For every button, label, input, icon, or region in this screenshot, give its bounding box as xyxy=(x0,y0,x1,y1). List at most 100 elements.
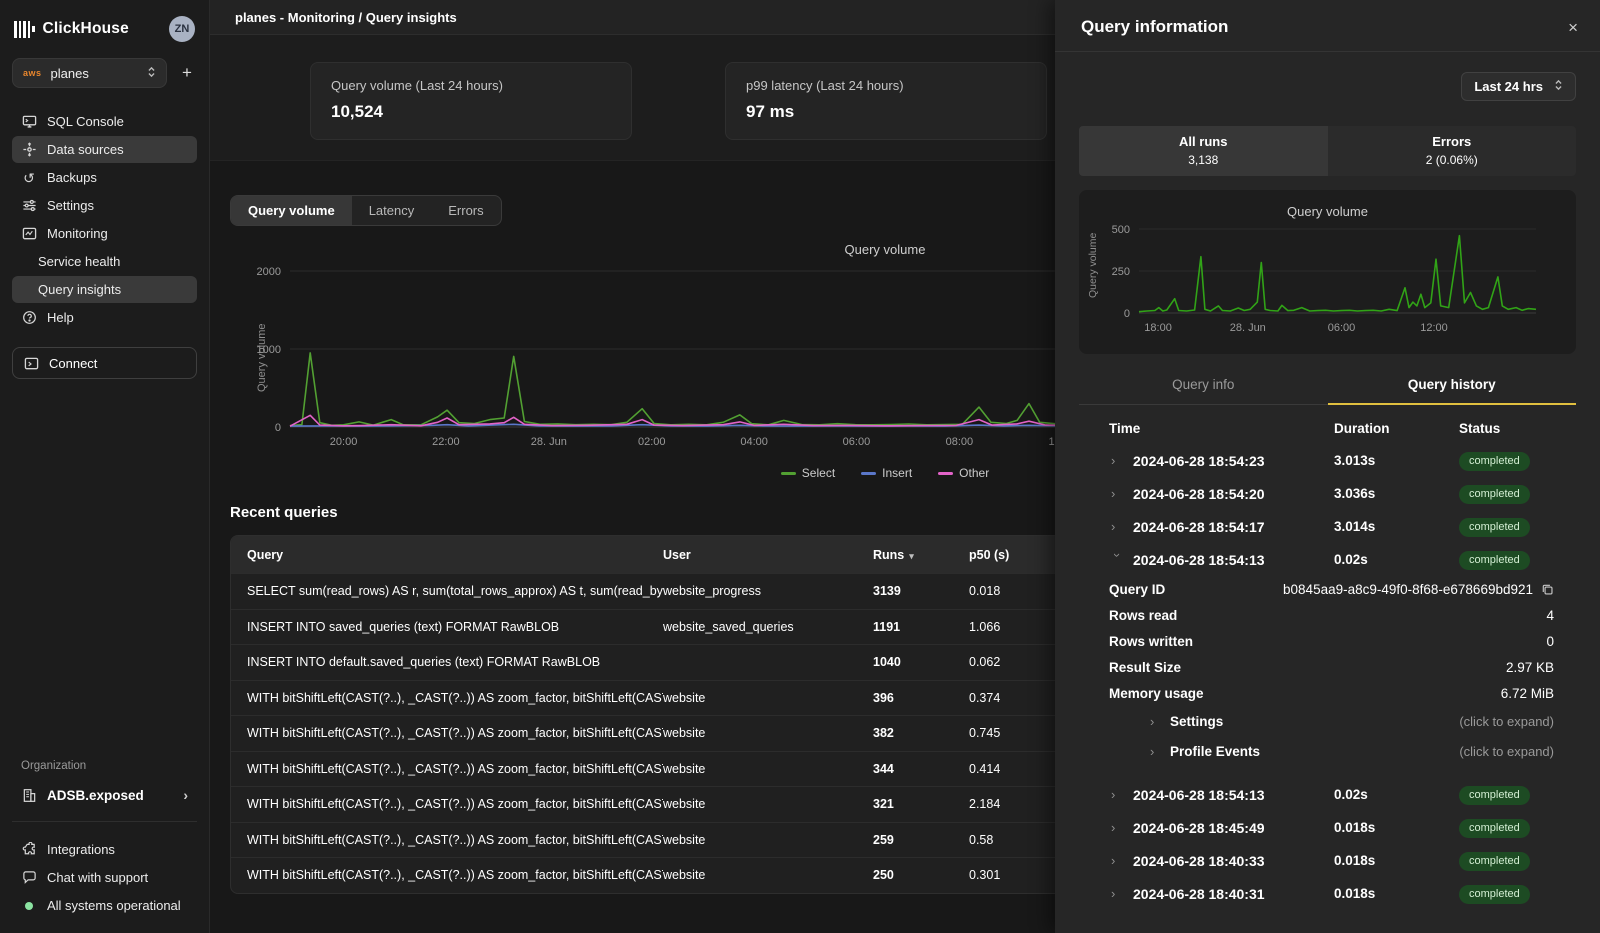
legend-item-other[interactable]: Other xyxy=(938,466,989,480)
svg-text:28. Jun: 28. Jun xyxy=(1230,322,1266,334)
svg-text:18:00: 18:00 xyxy=(1144,322,1172,334)
runs-cell: 1191 xyxy=(873,620,969,634)
status-dot-icon xyxy=(25,902,33,910)
segment-all-runs[interactable]: All runs 3,138 xyxy=(1079,126,1328,176)
sidebar-item-label: SQL Console xyxy=(47,114,124,129)
query-run-row[interactable]: ›2024-06-28 18:45:490.018scompleted xyxy=(1079,811,1576,844)
time-range-select[interactable]: Last 24 hrs xyxy=(1461,72,1576,101)
svg-text:08:00: 08:00 xyxy=(946,436,974,448)
status-badge: completed xyxy=(1459,452,1530,471)
sidebar-item-backups[interactable]: ↺ Backups xyxy=(12,164,197,191)
status-badge: completed xyxy=(1459,885,1530,904)
backups-icon: ↺ xyxy=(21,170,37,186)
chevron-right-icon[interactable]: › xyxy=(1111,787,1133,802)
connect-icon xyxy=(23,355,39,371)
status-badge: completed xyxy=(1459,485,1530,504)
chevron-updown-icon xyxy=(1554,79,1563,94)
chevron-down-icon[interactable]: › xyxy=(1110,553,1125,566)
svg-text:02:00: 02:00 xyxy=(638,436,666,448)
query-run-row[interactable]: ›2024-06-28 18:54:173.014scompleted xyxy=(1079,510,1576,543)
segment-label: Errors xyxy=(1328,134,1577,149)
sidebar-item-integrations[interactable]: Integrations xyxy=(12,836,197,863)
sidebar-item-sql-console[interactable]: SQL Console xyxy=(12,108,197,135)
data-sources-icon xyxy=(21,142,37,158)
sidebar-item-label: Service health xyxy=(38,254,120,269)
expander-settings[interactable]: ›Settings(click to expand) xyxy=(1079,706,1576,736)
run-status: completed xyxy=(1459,818,1530,838)
stat-value: 10,524 xyxy=(331,102,611,122)
query-cell: WITH bitShiftLeft(CAST(?..), _CAST(?..))… xyxy=(231,726,663,740)
column-header-query[interactable]: Query xyxy=(231,548,663,562)
expander-label: Settings xyxy=(1170,714,1223,729)
system-status-row[interactable]: All systems operational xyxy=(12,892,197,919)
sidebar-item-settings[interactable]: Settings xyxy=(12,192,197,219)
svg-text:22:00: 22:00 xyxy=(432,436,460,448)
column-header-runs[interactable]: Runs▾ xyxy=(873,548,969,562)
history-table-header: Time Duration Status xyxy=(1079,405,1576,444)
service-selector-row: aws planes + xyxy=(12,58,197,88)
chevron-right-icon[interactable]: › xyxy=(1111,853,1133,868)
query-detail-row: Result Size2.97 KB xyxy=(1079,654,1576,680)
tab-query-volume[interactable]: Query volume xyxy=(231,196,352,225)
panel-header: Query information × xyxy=(1055,0,1600,52)
close-icon[interactable]: × xyxy=(1568,19,1578,36)
mini-query-volume-chart: Query volume Query volume 025050018:0028… xyxy=(1079,190,1576,354)
tab-query-info[interactable]: Query info xyxy=(1079,368,1328,404)
svg-text:250: 250 xyxy=(1112,266,1130,278)
tab-errors[interactable]: Errors xyxy=(431,196,500,225)
run-time: 2024-06-28 18:54:17 xyxy=(1133,519,1334,535)
run-duration: 0.018s xyxy=(1334,820,1459,835)
runs-cell: 1040 xyxy=(873,655,969,669)
detail-label: Rows read xyxy=(1109,608,1177,623)
query-run-row[interactable]: ›2024-06-28 18:54:233.013scompleted xyxy=(1079,444,1576,477)
query-run-row[interactable]: ›2024-06-28 18:40:310.018scompleted xyxy=(1079,877,1576,910)
chevron-right-icon[interactable]: › xyxy=(1111,886,1133,901)
segment-errors[interactable]: Errors 2 (0.06%) xyxy=(1328,126,1577,176)
legend-item-insert[interactable]: Insert xyxy=(861,466,912,480)
sidebar-item-monitoring[interactable]: Monitoring xyxy=(12,220,197,247)
query-run-row[interactable]: ›2024-06-28 18:54:130.02scompleted xyxy=(1079,778,1576,811)
chevron-right-icon[interactable]: › xyxy=(1111,486,1133,501)
runs-cell: 321 xyxy=(873,797,969,811)
query-run-row[interactable]: ›2024-06-28 18:40:330.018scompleted xyxy=(1079,844,1576,877)
query-run-row[interactable]: ›2024-06-28 18:54:203.036scompleted xyxy=(1079,477,1576,510)
stat-value: 97 ms xyxy=(746,102,1026,122)
clickhouse-logo-icon xyxy=(14,21,35,38)
query-cell: WITH bitShiftLeft(CAST(?..), _CAST(?..))… xyxy=(231,691,663,705)
monitoring-icon xyxy=(21,226,37,242)
run-time: 2024-06-28 18:40:33 xyxy=(1133,853,1334,869)
user-cell: website xyxy=(663,762,873,776)
sidebar-item-chat-support[interactable]: Chat with support xyxy=(12,864,197,891)
avatar[interactable]: ZN xyxy=(169,16,195,42)
sidebar-item-data-sources[interactable]: Data sources xyxy=(12,136,197,163)
column-header-user[interactable]: User xyxy=(663,548,873,562)
chevron-right-icon[interactable]: › xyxy=(1111,453,1133,468)
legend-label: Select xyxy=(802,466,835,480)
expander-profile-events[interactable]: ›Profile Events(click to expand) xyxy=(1079,736,1576,766)
query-cell: WITH bitShiftLeft(CAST(?..), _CAST(?..))… xyxy=(231,797,663,811)
run-duration: 0.018s xyxy=(1334,853,1459,868)
sidebar: ClickHouse ZN aws planes + SQL Console D… xyxy=(0,0,210,933)
user-cell: website_saved_queries xyxy=(663,620,873,634)
chevron-right-icon[interactable]: › xyxy=(1111,519,1133,534)
sidebar-item-help[interactable]: Help xyxy=(12,304,197,331)
sidebar-item-label: Data sources xyxy=(47,142,124,157)
add-service-button[interactable]: + xyxy=(177,63,197,83)
run-status: completed xyxy=(1459,851,1530,871)
legend-item-select[interactable]: Select xyxy=(781,466,835,480)
service-select[interactable]: aws planes xyxy=(12,58,167,88)
organization-row[interactable]: ADSB.exposed › xyxy=(12,781,197,809)
query-run-row[interactable]: ›2024-06-28 18:54:130.02scompleted xyxy=(1079,543,1576,576)
sidebar-item-query-insights[interactable]: Query insights xyxy=(12,276,197,303)
tab-query-history[interactable]: Query history xyxy=(1328,368,1577,405)
tab-latency[interactable]: Latency xyxy=(352,196,432,225)
chevron-right-icon[interactable]: › xyxy=(1111,820,1133,835)
legend-swatch xyxy=(781,472,796,475)
query-cell: INSERT INTO default.saved_queries (text)… xyxy=(231,655,663,669)
sidebar-item-label: Settings xyxy=(47,198,94,213)
sidebar-item-service-health[interactable]: Service health xyxy=(12,248,197,275)
run-status: completed xyxy=(1459,884,1530,904)
svg-text:06:00: 06:00 xyxy=(843,436,871,448)
connect-button[interactable]: Connect xyxy=(12,347,197,379)
copy-icon[interactable] xyxy=(1541,583,1554,596)
